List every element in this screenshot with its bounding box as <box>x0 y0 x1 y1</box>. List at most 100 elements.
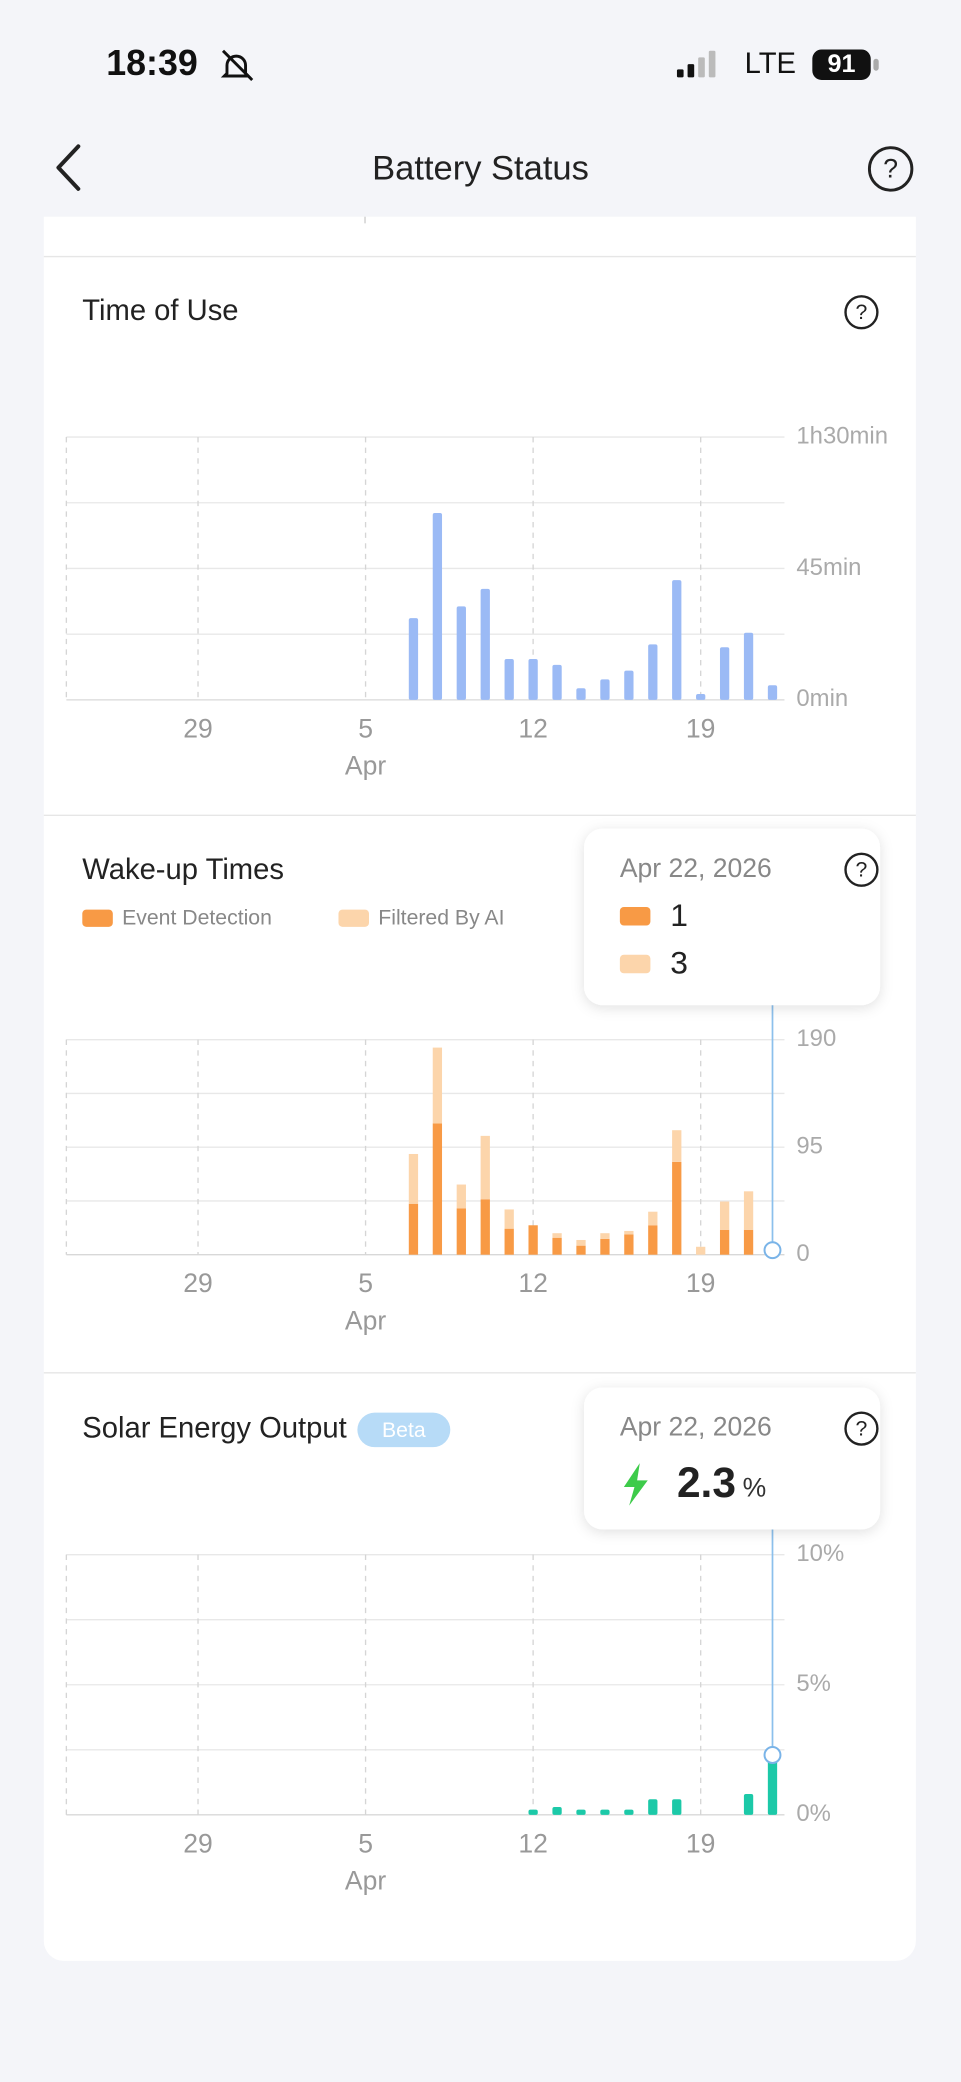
help-glyph: ? <box>856 301 868 324</box>
bar <box>600 679 610 700</box>
legend-label: Event Detection <box>122 906 272 929</box>
x-tick-label: 29 <box>183 1828 213 1858</box>
bar-segment <box>432 1123 443 1255</box>
bar-segment <box>504 1228 514 1255</box>
tooltip-value: 2.3 <box>677 1459 736 1506</box>
bar <box>672 1799 682 1815</box>
bar <box>624 1809 634 1815</box>
bar-segment <box>552 1233 562 1238</box>
x-tick-label: 19 <box>686 1268 716 1298</box>
y-tick-label: 10% <box>796 1540 844 1567</box>
y-tick-label: 45min <box>796 554 861 581</box>
bar-segment <box>528 1225 538 1255</box>
battery-icon <box>812 49 871 80</box>
bar-segment <box>552 1237 562 1255</box>
bar <box>528 1809 538 1815</box>
network-label: LTE <box>745 48 796 80</box>
bar <box>576 688 586 700</box>
bar <box>743 1794 754 1815</box>
tooltip-date: Apr 22, 2026 <box>620 1412 772 1442</box>
bar <box>504 658 514 700</box>
x-tick-label: 5 <box>358 1828 373 1858</box>
mute-icon <box>220 49 254 82</box>
bar <box>432 512 443 700</box>
tooltip-icon <box>623 1463 648 1506</box>
help-glyph: ? <box>856 1418 868 1441</box>
back-button[interactable] <box>56 144 81 191</box>
svg-text:?: ? <box>883 153 898 183</box>
card <box>43 216 916 1961</box>
help-button[interactable]: ? <box>844 295 879 330</box>
bar-segment <box>624 1230 634 1235</box>
y-tick-label: 1h30min <box>796 422 888 449</box>
bar-segment <box>743 1191 754 1230</box>
bar-segment <box>480 1199 490 1255</box>
x-month-label: Apr <box>345 751 386 781</box>
bar <box>576 1809 586 1815</box>
help-glyph: ? <box>856 859 868 882</box>
x-tick-label: 12 <box>518 1828 548 1858</box>
bar <box>648 1799 658 1815</box>
bar-segment <box>719 1229 730 1255</box>
bar-segment <box>456 1208 466 1255</box>
battery-level: 91 <box>828 50 856 78</box>
bar-segment <box>600 1233 610 1239</box>
bar <box>743 632 754 700</box>
help-circle <box>844 852 879 887</box>
x-tick-label: 29 <box>183 713 213 743</box>
tooltip-card <box>584 828 881 1006</box>
bar-segment <box>576 1239 586 1246</box>
bar-segment <box>576 1245 586 1255</box>
help-circle <box>844 295 879 330</box>
bar-segment <box>408 1153 419 1204</box>
legend-swatch <box>82 909 113 927</box>
bar <box>528 658 538 700</box>
x-tick-label: 12 <box>518 1268 548 1298</box>
help-button[interactable]: ? <box>844 852 879 887</box>
bar-segment <box>743 1229 754 1255</box>
tooltip-swatch <box>619 906 651 926</box>
bar-segment <box>648 1211 658 1226</box>
bar <box>480 588 490 700</box>
legend-swatch <box>338 909 370 927</box>
badge-label: Beta <box>382 1419 426 1442</box>
badge <box>357 1412 451 1448</box>
bar-segment <box>648 1225 658 1255</box>
x-tick-label: 29 <box>183 1268 213 1298</box>
y-tick-label: 0 <box>796 1240 809 1267</box>
bar-segment <box>600 1238 610 1255</box>
bar <box>456 606 466 700</box>
bar <box>672 580 682 700</box>
chart-title: Solar Energy Output <box>82 1413 346 1445</box>
tooltip-marker <box>763 1746 782 1764</box>
bar <box>767 685 778 700</box>
bar-segment <box>719 1201 730 1230</box>
y-tick-label: 5% <box>796 1670 831 1697</box>
y-tick-label: 190 <box>796 1025 836 1052</box>
page-title: Battery Status <box>372 149 589 187</box>
y-tick-label: 0min <box>796 685 848 712</box>
help-circle <box>844 1411 879 1446</box>
bar-segment <box>504 1209 514 1229</box>
tooltip-swatch <box>619 954 651 974</box>
x-tick-label: 19 <box>686 713 716 743</box>
bar-segment <box>456 1184 466 1209</box>
help-button[interactable]: ? <box>867 146 914 192</box>
battery-nub <box>873 58 879 71</box>
bar <box>648 644 658 700</box>
signal-icon <box>676 50 716 78</box>
bar <box>600 1809 610 1815</box>
tooltip-unit: % <box>743 1473 767 1503</box>
bar-segment <box>672 1130 682 1162</box>
tooltip-value: 1 <box>670 897 688 933</box>
help-button[interactable]: ? <box>844 1411 879 1446</box>
clock: 18:39 <box>106 43 198 83</box>
bar <box>624 670 634 700</box>
chart-title: Time of Use <box>82 295 238 327</box>
x-month-label: Apr <box>345 1305 386 1335</box>
bar-segment <box>480 1135 490 1200</box>
x-tick-label: 12 <box>518 713 548 743</box>
bar-segment <box>408 1203 419 1255</box>
